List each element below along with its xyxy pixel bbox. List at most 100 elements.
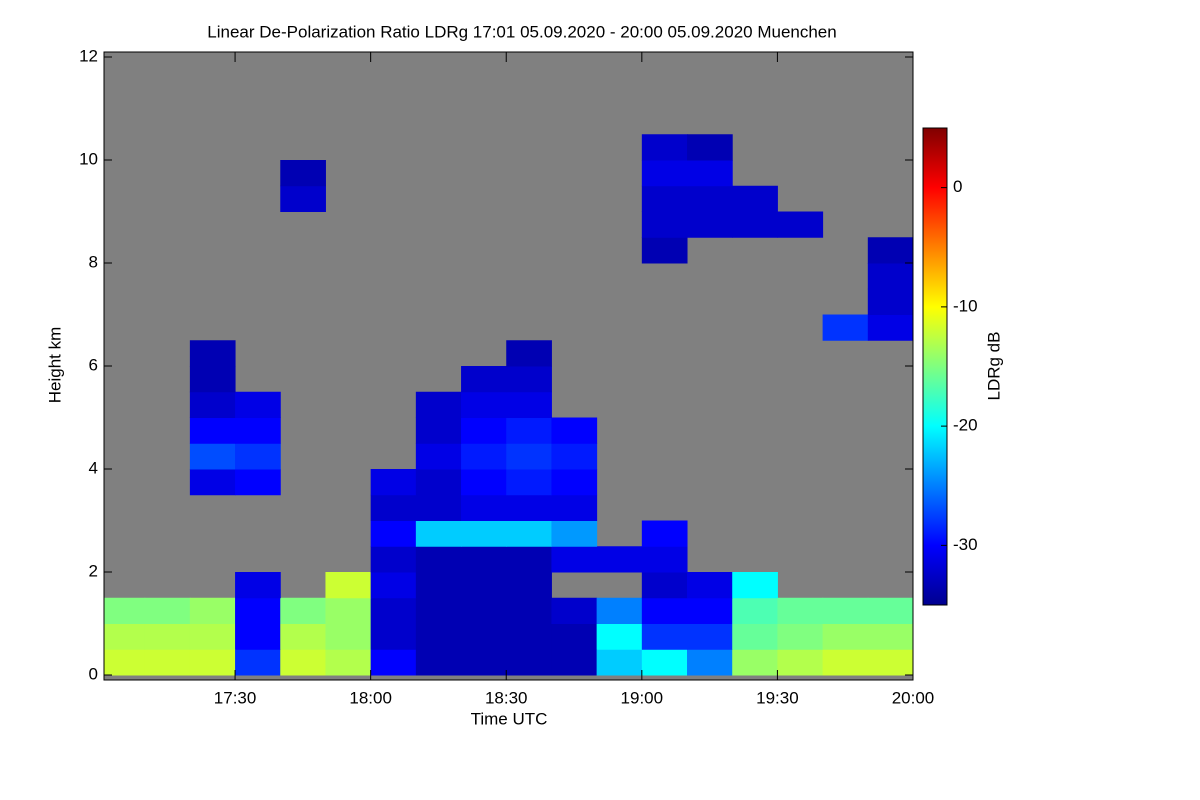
heatmap-cell bbox=[867, 649, 913, 676]
heatmap-cell bbox=[822, 597, 869, 624]
heatmap-cell bbox=[777, 649, 824, 676]
heatmap-cell bbox=[415, 520, 462, 547]
heatmap-cell bbox=[687, 623, 733, 650]
heatmap-cell bbox=[144, 649, 191, 676]
heatmap-cell bbox=[687, 597, 733, 624]
heatmap-cell bbox=[506, 623, 552, 650]
heatmap-cell bbox=[777, 211, 824, 238]
heatmap-cell bbox=[641, 649, 688, 676]
y-tick-label: 0 bbox=[89, 664, 98, 683]
heatmap-cell bbox=[732, 185, 778, 212]
heatmap-cell bbox=[687, 134, 733, 161]
colorbar-tick-label: -20 bbox=[953, 416, 978, 435]
heatmap-cell bbox=[506, 443, 552, 470]
heatmap-cell bbox=[506, 649, 552, 676]
heatmap-cell bbox=[687, 211, 733, 238]
colorbar-tick-label: -30 bbox=[953, 535, 978, 554]
heatmap-cell bbox=[461, 391, 507, 418]
heatmap-cell bbox=[867, 314, 913, 341]
heatmap-cell bbox=[687, 572, 733, 599]
heatmap-cell bbox=[551, 520, 598, 547]
heatmap-cell bbox=[596, 597, 643, 624]
heatmap-cell bbox=[822, 649, 869, 676]
heatmap-cell bbox=[189, 623, 236, 650]
heatmap-cell bbox=[415, 443, 462, 470]
heatmap-cell bbox=[641, 134, 688, 161]
heatmap-cell bbox=[461, 623, 507, 650]
y-tick-label: 2 bbox=[89, 561, 98, 580]
heatmap-cell bbox=[506, 546, 552, 573]
heatmap-cell bbox=[189, 443, 236, 470]
heatmap-cell bbox=[235, 572, 281, 599]
heatmap-cell bbox=[370, 494, 417, 521]
heatmap-cell bbox=[235, 391, 281, 418]
heatmap-cell bbox=[461, 366, 507, 393]
x-tick-label: 20:00 bbox=[892, 688, 935, 707]
y-tick-label: 8 bbox=[89, 252, 98, 271]
heatmap-cell bbox=[732, 597, 778, 624]
heatmap-cell bbox=[235, 417, 281, 444]
heatmap-cell bbox=[777, 623, 824, 650]
heatmap-cell bbox=[596, 623, 643, 650]
heatmap-cell bbox=[280, 623, 326, 650]
heatmap-cell bbox=[641, 160, 688, 187]
colorbar bbox=[922, 127, 948, 606]
heatmap-cell bbox=[415, 572, 462, 599]
chart-title: Linear De-Polarization Ratio LDRg 17:01 … bbox=[207, 22, 836, 41]
heatmap-cell bbox=[144, 597, 191, 624]
heatmap-cell bbox=[551, 469, 598, 496]
heatmap-cell bbox=[415, 417, 462, 444]
heatmap-cell bbox=[104, 597, 146, 624]
heatmap-cell bbox=[867, 263, 913, 290]
heatmap-cell bbox=[370, 520, 417, 547]
y-tick-label: 6 bbox=[89, 355, 98, 374]
heatmap-cell bbox=[370, 597, 417, 624]
heatmap-cell bbox=[641, 211, 688, 238]
heatmap-cell bbox=[104, 623, 146, 650]
heatmap-cell bbox=[370, 572, 417, 599]
heatmap-cell bbox=[415, 546, 462, 573]
heatmap-cell bbox=[461, 469, 507, 496]
heatmap-cell bbox=[551, 417, 598, 444]
heatmap-cell bbox=[144, 623, 191, 650]
heatmap-cell bbox=[551, 597, 598, 624]
heatmap-cell bbox=[415, 623, 462, 650]
heatmap-cell bbox=[461, 520, 507, 547]
heatmap-cell bbox=[641, 237, 688, 264]
colorbar-tick-label: -10 bbox=[953, 296, 978, 315]
heatmap-cell bbox=[325, 597, 372, 624]
heatmap-cell bbox=[732, 623, 778, 650]
y-axis-label: Height km bbox=[45, 327, 64, 404]
heatmap-cell bbox=[280, 160, 326, 187]
heatmap-cell bbox=[641, 185, 688, 212]
y-tick-label: 4 bbox=[89, 458, 98, 477]
heatmap-cell bbox=[370, 546, 417, 573]
heatmap-cell bbox=[370, 649, 417, 676]
x-tick-label: 19:00 bbox=[621, 688, 664, 707]
heatmap-cell bbox=[189, 469, 236, 496]
heatmap-cell bbox=[732, 649, 778, 676]
heatmap-cell bbox=[551, 494, 598, 521]
heatmap-cell bbox=[822, 314, 869, 341]
heatmap-cell bbox=[415, 597, 462, 624]
heatmap-cell bbox=[189, 391, 236, 418]
heatmap-cell bbox=[641, 597, 688, 624]
heatmap-cell bbox=[732, 572, 778, 599]
heatmap-cell bbox=[596, 546, 643, 573]
heatmap-cell bbox=[461, 572, 507, 599]
y-tick-label: 12 bbox=[79, 46, 98, 65]
heatmap-cell bbox=[370, 469, 417, 496]
heatmap-cell bbox=[822, 623, 869, 650]
heatmap-cell bbox=[415, 494, 462, 521]
heatmap-cell bbox=[325, 572, 372, 599]
heatmap-cell bbox=[415, 649, 462, 676]
x-tick-label: 18:00 bbox=[349, 688, 392, 707]
heatmap-cell bbox=[551, 443, 598, 470]
heatmap-cell bbox=[551, 649, 598, 676]
heatmap-cell bbox=[189, 649, 236, 676]
heatmap-cell bbox=[189, 417, 236, 444]
heatmap-cell bbox=[461, 443, 507, 470]
heatmap-cell bbox=[461, 597, 507, 624]
heatmap-cell bbox=[506, 520, 552, 547]
